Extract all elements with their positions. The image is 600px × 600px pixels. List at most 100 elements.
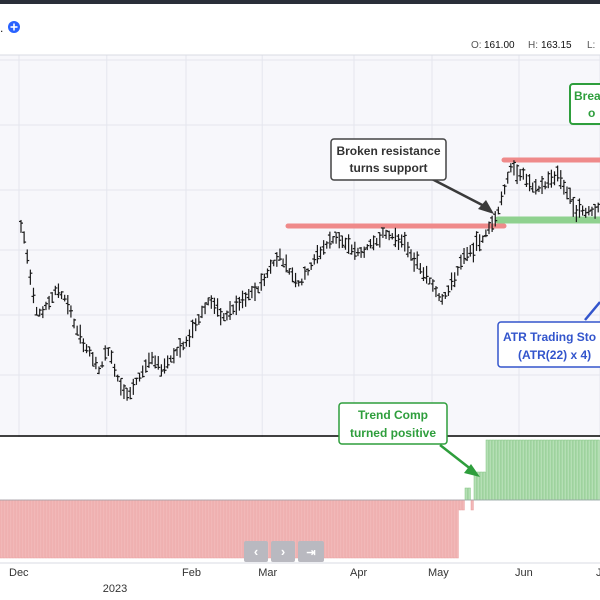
ohlc-bar xyxy=(437,293,442,302)
ohlc-bar xyxy=(209,295,214,309)
trend-comp-line1: Trend Comp xyxy=(358,408,428,422)
trend-comp-callout-box xyxy=(338,402,448,445)
histogram-bar-negative xyxy=(356,499,360,559)
trend-comp-line2: turned positive xyxy=(350,426,436,440)
ohlc-bar xyxy=(515,164,520,185)
ohlc-bar xyxy=(549,169,554,188)
price-panel[interactable] xyxy=(0,55,600,435)
ohlc-bar xyxy=(465,246,470,262)
histogram-bar-negative xyxy=(26,499,30,559)
histogram-bar-negative xyxy=(71,499,75,559)
ohlc-bar xyxy=(455,266,460,276)
trend-comp-arrow-line xyxy=(439,444,473,471)
breakout-callout: Brea o xyxy=(569,83,600,125)
histogram-bar-negative xyxy=(2,499,6,559)
ohlc-bar xyxy=(546,171,551,189)
histogram-bar-mixed xyxy=(458,499,462,511)
ohlc-bar xyxy=(555,165,560,182)
ohlc-bar xyxy=(128,387,133,400)
histogram-bar-negative xyxy=(443,499,447,559)
ohlc-bar xyxy=(508,163,513,173)
ohlc-bar xyxy=(458,254,463,270)
ohlc-bar xyxy=(299,278,304,286)
scroll-left-button-bg xyxy=(244,541,268,562)
ohlc-bar xyxy=(81,338,86,353)
ohlc-bar xyxy=(511,160,516,176)
trend-comp-histogram xyxy=(0,439,600,559)
ohlc-bar xyxy=(221,313,226,322)
ohlc-bar xyxy=(224,310,229,321)
histogram-bar-negative xyxy=(188,499,192,559)
ohlc-bar xyxy=(274,252,279,267)
ohlc-bar xyxy=(571,196,576,217)
ohlc-bar xyxy=(521,167,526,180)
histogram-bar-negative xyxy=(200,499,204,559)
ohlc-bar xyxy=(134,377,139,385)
ohlc-bar xyxy=(246,289,251,301)
time-axis-label: 2023 xyxy=(103,583,127,595)
plus-vertical-stroke xyxy=(13,23,15,31)
histogram-bar-negative xyxy=(59,499,63,559)
jump-to-latest-button[interactable]: ⇥ xyxy=(298,541,324,562)
ohlc-bar xyxy=(355,247,360,257)
ohlc-bar xyxy=(321,240,326,255)
ohlc-bar xyxy=(153,355,158,369)
histogram-bar-negative xyxy=(152,499,156,559)
time-axis[interactable] xyxy=(0,563,600,600)
histogram-bar-negative xyxy=(389,499,393,559)
histogram-bar-positive xyxy=(596,439,600,501)
ohlc-bar xyxy=(118,377,123,396)
ohlc-bar xyxy=(533,179,538,195)
chart-navigation: ‹ › ⇥ xyxy=(244,541,324,562)
ohlc-bar xyxy=(396,234,401,250)
ohlc-bar xyxy=(19,219,23,233)
ohlc-bar xyxy=(574,204,579,223)
atr-stop-line2: (ATR(22) x 4) xyxy=(518,348,591,362)
ohlc-bar xyxy=(380,227,385,238)
ohlc-bar xyxy=(78,324,83,344)
ohlc-bars xyxy=(19,160,600,401)
histogram-bar-negative xyxy=(83,499,87,559)
scroll-left-button[interactable]: ‹ xyxy=(244,541,268,562)
ohlc-bar xyxy=(568,187,573,204)
ohlc-bar xyxy=(371,235,376,251)
histogram-bar-negative xyxy=(374,499,378,559)
histogram-bar-negative xyxy=(8,499,12,559)
jump-to-latest-button-bg xyxy=(298,541,324,562)
ohlc-bar xyxy=(68,305,73,318)
histogram-bar-positive xyxy=(512,439,516,501)
ohlc-bar xyxy=(477,234,482,252)
add-indicator-button[interactable] xyxy=(8,21,20,33)
histogram-bar-negative xyxy=(92,499,96,559)
histogram-bar-negative xyxy=(224,499,228,559)
ohlc-bar xyxy=(502,184,507,195)
histogram-bar-negative xyxy=(65,499,69,559)
ohlc-bar xyxy=(228,301,233,320)
ohlc-bar xyxy=(374,237,379,246)
ohlc-bar xyxy=(346,234,351,254)
ohlc-bar xyxy=(452,272,457,288)
histogram-bar-negative xyxy=(164,499,168,559)
histogram-bar-negative xyxy=(17,499,21,559)
histogram-bar-negative xyxy=(56,499,60,559)
ohlc-bar xyxy=(496,206,501,215)
ohlc-bar xyxy=(493,211,498,227)
ohlc-readout: O: 161.00 H: 163.15 L: xyxy=(471,40,595,51)
histogram-bar-negative xyxy=(413,499,417,559)
ohlc-bar xyxy=(100,361,105,368)
trend-comp-callout: Trend Comp turned positive xyxy=(338,402,480,477)
histogram-bar-negative xyxy=(362,499,366,559)
histogram-bar-negative xyxy=(233,499,237,559)
scroll-right-button[interactable]: › xyxy=(271,541,295,562)
ohlc-bar xyxy=(483,229,488,238)
ohlc-bar xyxy=(586,206,591,216)
ohlc-bar xyxy=(315,244,320,264)
histogram-bar-negative xyxy=(62,499,66,559)
histogram-bar-negative xyxy=(5,499,9,559)
ohlc-bar xyxy=(184,336,189,347)
histogram-bar-positive xyxy=(518,439,522,501)
histogram-bar-negative xyxy=(182,499,186,559)
histogram-bar-negative xyxy=(191,499,195,559)
histogram-bar-negative xyxy=(110,499,114,559)
histogram-bar-negative xyxy=(95,499,99,559)
